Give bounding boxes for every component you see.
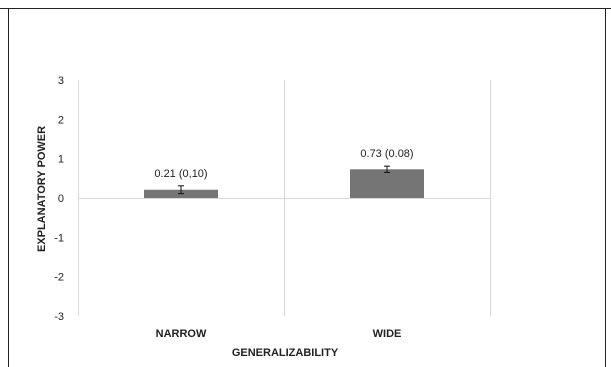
y-tick-label: 0 <box>58 193 64 205</box>
plot-area: 3 2 1 0 -1 -2 -3 0.21 (0,10) NARROW 0.73 (0.08) WI… <box>54 75 491 340</box>
y-tick-label: 3 <box>58 75 64 87</box>
x-axis-title: GENERALIZABILITY <box>232 347 339 359</box>
data-label: 0.21 (0,10) <box>154 168 207 180</box>
x-tick-label: WIDE <box>373 328 402 340</box>
y-tick-label: 2 <box>58 114 64 126</box>
y-tick-label: -1 <box>54 232 64 244</box>
y-tick-label: 1 <box>58 154 64 166</box>
y-axis-title: EXPLANATORY POWER <box>36 126 48 252</box>
y-tick-label: -3 <box>54 311 64 323</box>
data-label: 0.73 (0.08) <box>360 148 413 160</box>
y-tick-label: -2 <box>54 272 64 284</box>
x-tick-label: NARROW <box>156 328 207 340</box>
bar <box>350 169 424 198</box>
